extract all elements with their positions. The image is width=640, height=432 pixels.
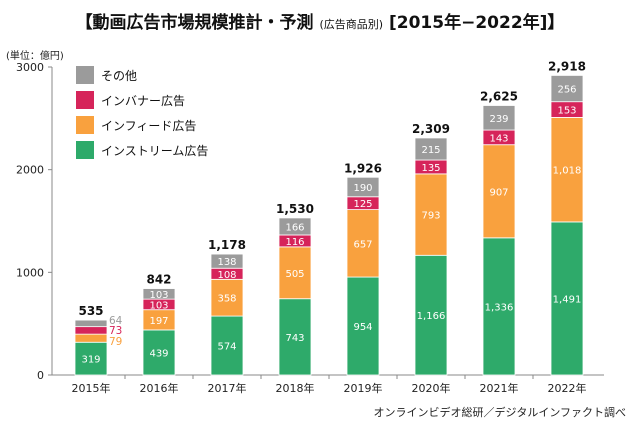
data-label: 79 bbox=[109, 336, 122, 348]
bar-segment bbox=[414, 173, 448, 256]
data-label: 73 bbox=[109, 325, 122, 337]
data-label: 574 bbox=[217, 342, 236, 353]
x-tick-label: 2020年 bbox=[412, 381, 451, 395]
data-label: 505 bbox=[285, 269, 304, 280]
bar-segment bbox=[414, 137, 448, 161]
bar-segment bbox=[550, 75, 584, 103]
data-label: 197 bbox=[149, 316, 168, 327]
legend-swatch bbox=[76, 141, 94, 159]
title-main: 【動画広告市場規模推計・予測 bbox=[75, 13, 314, 33]
y-tick-label: 0 bbox=[37, 369, 44, 382]
data-label: 108 bbox=[217, 270, 236, 281]
total-label: 1,926 bbox=[344, 161, 382, 175]
data-label: 103 bbox=[149, 300, 168, 311]
bar-segment bbox=[210, 278, 244, 317]
bar-segment bbox=[482, 237, 516, 376]
total-label: 535 bbox=[78, 304, 103, 318]
x-tick-label: 2017年 bbox=[208, 381, 247, 395]
title-sub: (広告商品別) bbox=[319, 18, 384, 31]
data-label: 125 bbox=[353, 199, 372, 210]
bar-segment bbox=[278, 298, 312, 376]
data-label: 103 bbox=[149, 290, 168, 301]
data-label: 153 bbox=[557, 106, 576, 117]
legend-swatch bbox=[76, 116, 94, 134]
bar-segment bbox=[346, 276, 380, 376]
data-label: 1,336 bbox=[485, 302, 514, 313]
bar-segment bbox=[74, 319, 108, 328]
chart-title: 【動画広告市場規模推計・予測 (広告商品別) [2015年−2022年]】 bbox=[0, 8, 640, 33]
data-label: 166 bbox=[285, 222, 304, 233]
bar-segment bbox=[550, 117, 584, 223]
legend-label: インバナー広告 bbox=[101, 94, 185, 108]
data-label: 954 bbox=[353, 322, 372, 333]
data-label: 143 bbox=[489, 133, 508, 144]
bar-segment bbox=[74, 326, 108, 335]
y-tick-label: 3000 bbox=[16, 61, 44, 74]
total-label: 2,918 bbox=[548, 59, 586, 73]
x-tick-label: 2016年 bbox=[140, 381, 179, 395]
total-label: 842 bbox=[146, 273, 171, 287]
data-label: 1,018 bbox=[553, 166, 582, 177]
bar-segment bbox=[74, 333, 108, 343]
bar-segment bbox=[142, 288, 176, 300]
data-label: 138 bbox=[217, 257, 236, 268]
data-label: 1,491 bbox=[553, 294, 582, 305]
legend-swatch bbox=[76, 66, 94, 84]
total-label: 2,309 bbox=[412, 122, 450, 136]
data-label: 793 bbox=[421, 211, 440, 222]
bar-segment bbox=[142, 329, 176, 376]
y-tick-label: 2000 bbox=[16, 164, 44, 177]
data-label: 907 bbox=[489, 187, 508, 198]
data-label: 64 bbox=[109, 315, 123, 327]
source-note: オンラインビデオ総研／デジタルインファクト調べ bbox=[373, 406, 626, 419]
legend-label: インフィード広告 bbox=[101, 119, 196, 133]
data-label: 439 bbox=[149, 348, 168, 359]
x-tick-label: 2018年 bbox=[276, 381, 315, 395]
legend-label: インストリーム広告 bbox=[101, 144, 208, 158]
bar-segment bbox=[414, 254, 448, 376]
bar-segment bbox=[278, 246, 312, 300]
bar-segment bbox=[482, 105, 516, 131]
bar-segment bbox=[210, 315, 244, 376]
data-label: 135 bbox=[421, 163, 440, 174]
x-tick-label: 2021年 bbox=[480, 381, 519, 395]
legend-label: その他 bbox=[101, 69, 137, 83]
data-label: 743 bbox=[285, 333, 304, 344]
title-range: [2015年−2022年]】 bbox=[389, 13, 565, 33]
data-label: 215 bbox=[421, 145, 440, 156]
total-label: 1,178 bbox=[208, 238, 246, 252]
data-label: 190 bbox=[353, 183, 372, 194]
total-label: 1,530 bbox=[276, 202, 314, 216]
data-label: 319 bbox=[81, 355, 100, 366]
legend-swatch bbox=[76, 91, 94, 109]
bar-segment bbox=[210, 253, 244, 269]
data-label: 116 bbox=[285, 237, 304, 248]
bar-segment bbox=[346, 209, 380, 278]
y-tick-label: 1000 bbox=[16, 266, 44, 279]
x-tick-label: 2019年 bbox=[344, 381, 383, 395]
data-label: 239 bbox=[489, 114, 508, 125]
bar-segment bbox=[278, 217, 312, 236]
bar-segment bbox=[74, 341, 108, 376]
data-label: 256 bbox=[557, 85, 576, 96]
total-label: 2,625 bbox=[480, 90, 518, 104]
x-tick-label: 2022年 bbox=[548, 381, 587, 395]
data-label: 1,166 bbox=[417, 311, 446, 322]
data-label: 358 bbox=[217, 294, 236, 305]
y-axis-unit: (単位：億円) bbox=[6, 51, 64, 62]
x-tick-label: 2015年 bbox=[72, 381, 111, 395]
data-label: 657 bbox=[353, 239, 372, 250]
bar-segment bbox=[346, 176, 380, 198]
